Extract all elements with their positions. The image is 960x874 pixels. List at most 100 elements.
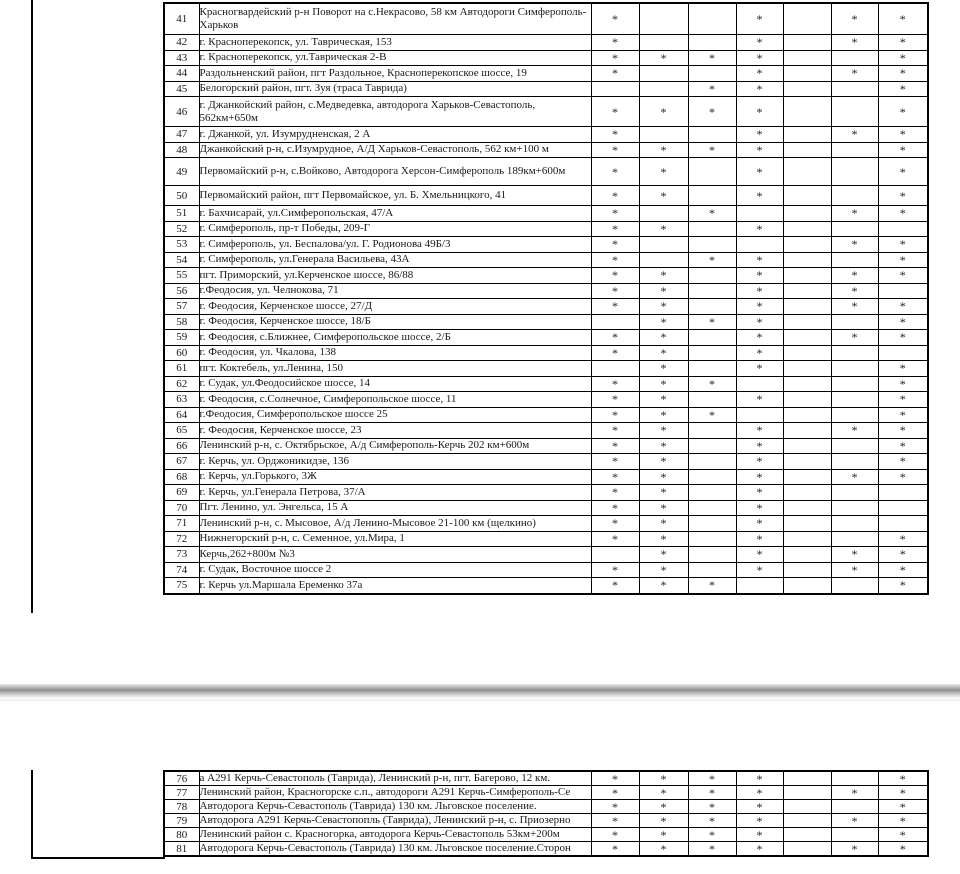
empty-mark-cell bbox=[782, 437, 832, 454]
address-cell: г. Керчь, ул.Генерала Петрова, 37/А bbox=[198, 484, 592, 501]
address-cell: г. Керчь ул.Маршала Еременко 37а bbox=[198, 577, 592, 594]
empty-mark-cell bbox=[782, 530, 832, 547]
address-cell: Раздольненский район, пгт Раздольное, Кр… bbox=[198, 65, 592, 82]
address-cell: г. Феодосия, Керченское шоссе, 18/Б bbox=[198, 313, 592, 330]
empty-mark-cell bbox=[638, 65, 689, 82]
asterisk-mark-cell: * bbox=[735, 49, 784, 66]
empty-mark-cell bbox=[782, 236, 832, 253]
asterisk-mark-cell: * bbox=[877, 530, 929, 547]
asterisk-mark-cell: * bbox=[590, 515, 640, 532]
row-number-cell: 58 bbox=[163, 313, 200, 330]
asterisk-mark-cell: * bbox=[830, 298, 879, 315]
empty-mark-cell bbox=[687, 185, 737, 206]
address-cell: Ленинский р-н, с. Мысовое, А/д Ленино-Мы… bbox=[198, 515, 592, 532]
asterisk-mark-cell: * bbox=[735, 827, 784, 842]
address-cell: г. Феодосия, Керченское шоссе, 23 bbox=[198, 422, 592, 439]
asterisk-mark-cell: * bbox=[590, 406, 640, 423]
asterisk-mark-cell: * bbox=[877, 375, 929, 392]
empty-mark-cell bbox=[687, 561, 737, 578]
asterisk-mark-cell: * bbox=[687, 577, 737, 594]
asterisk-mark-cell: * bbox=[735, 185, 784, 206]
asterisk-mark-cell: * bbox=[877, 267, 929, 284]
asterisk-mark-cell: * bbox=[638, 282, 689, 299]
asterisk-mark-cell: * bbox=[687, 406, 737, 423]
asterisk-mark-cell: * bbox=[735, 468, 784, 485]
asterisk-mark-cell: * bbox=[735, 126, 784, 143]
asterisk-mark-cell: * bbox=[590, 267, 640, 284]
table-row: 76 а А291 Керчь-Севастополь (Таврида), Ле… bbox=[163, 770, 929, 786]
row-number-cell: 57 bbox=[163, 298, 200, 315]
row-number-cell: 65 bbox=[163, 422, 200, 439]
empty-mark-cell bbox=[830, 251, 879, 268]
asterisk-mark-cell: * bbox=[735, 515, 784, 532]
asterisk-mark-cell: * bbox=[735, 313, 784, 330]
asterisk-mark-cell: * bbox=[687, 141, 737, 158]
row-number-cell: 44 bbox=[163, 65, 200, 82]
table-row: 78 Автодорога Керчь-Севастополь (Таврида)… bbox=[163, 799, 929, 814]
address-cell: Ленинский район с. Красногорка, автодоро… bbox=[198, 827, 592, 842]
asterisk-mark-cell: * bbox=[877, 827, 929, 842]
asterisk-mark-cell: * bbox=[590, 391, 640, 408]
asterisk-mark-cell: * bbox=[735, 34, 784, 51]
asterisk-mark-cell: * bbox=[735, 329, 784, 346]
asterisk-mark-cell: * bbox=[638, 49, 689, 66]
asterisk-mark-cell: * bbox=[590, 236, 640, 253]
asterisk-mark-cell: * bbox=[877, 205, 929, 222]
asterisk-mark-cell: * bbox=[687, 251, 737, 268]
empty-mark-cell bbox=[877, 484, 929, 501]
asterisk-mark-cell: * bbox=[590, 827, 640, 842]
row-number-cell: 46 bbox=[163, 96, 200, 127]
asterisk-mark-cell: * bbox=[830, 468, 879, 485]
empty-mark-cell bbox=[782, 515, 832, 532]
address-cell: Автодорога Керчь-Севастополь (Таврида) 1… bbox=[198, 841, 592, 857]
table-row: 68 г. Керчь, ул.Горького, 3Ж * * * * * bbox=[163, 468, 929, 485]
empty-mark-cell bbox=[687, 282, 737, 299]
asterisk-mark-cell: * bbox=[638, 577, 689, 594]
address-cell: Автодорога Керчь-Севастополь (Таврида) 1… bbox=[198, 799, 592, 814]
empty-mark-cell bbox=[782, 126, 832, 143]
empty-mark-cell bbox=[877, 515, 929, 532]
address-cell: г. Красноперекопск, ул. Таврическая, 153 bbox=[198, 34, 592, 51]
row-number-cell: 67 bbox=[163, 453, 200, 470]
row-number-cell: 50 bbox=[163, 185, 200, 206]
table-row: 65 г. Феодосия, Керченское шоссе, 23 * * * * * bbox=[163, 422, 929, 439]
empty-mark-cell bbox=[830, 313, 879, 330]
asterisk-mark-cell: * bbox=[735, 499, 784, 516]
empty-mark-cell bbox=[638, 236, 689, 253]
asterisk-mark-cell: * bbox=[638, 298, 689, 315]
table-row: 70 Пгт. Ленино, ул. Энгельса, 15 А * * * bbox=[163, 499, 929, 516]
address-cell: г. Феодосия, с.Солнечное, Симферопольско… bbox=[198, 391, 592, 408]
empty-mark-cell bbox=[687, 484, 737, 501]
asterisk-mark-cell: * bbox=[638, 841, 689, 857]
asterisk-mark-cell: * bbox=[735, 561, 784, 578]
asterisk-mark-cell: * bbox=[638, 437, 689, 454]
asterisk-mark-cell: * bbox=[830, 34, 879, 51]
empty-mark-cell bbox=[782, 813, 832, 828]
asterisk-mark-cell: * bbox=[638, 360, 689, 377]
asterisk-mark-cell: * bbox=[590, 344, 640, 361]
address-cell: Белогорский район, пгт. Зуя (траса Таври… bbox=[198, 80, 592, 97]
asterisk-mark-cell: * bbox=[590, 453, 640, 470]
table-row: 47 г. Джанкой, ул. Изумрудненская, 2 А * * *… bbox=[163, 126, 929, 143]
asterisk-mark-cell: * bbox=[687, 770, 737, 786]
table-row: 48 Джанкойский р-н, с.Изумрудное, А/Д Хар… bbox=[163, 141, 929, 158]
asterisk-mark-cell: * bbox=[687, 80, 737, 97]
asterisk-mark-cell: * bbox=[687, 49, 737, 66]
row-number-cell: 63 bbox=[163, 391, 200, 408]
address-cell: г. Джанкой, ул. Изумрудненская, 2 А bbox=[198, 126, 592, 143]
address-cell: г. Судак, ул.Феодосийское шоссе, 14 bbox=[198, 375, 592, 392]
empty-mark-cell bbox=[830, 827, 879, 842]
empty-mark-cell bbox=[830, 484, 879, 501]
asterisk-mark-cell: * bbox=[590, 141, 640, 158]
page1-left-table-border bbox=[31, 0, 33, 613]
empty-mark-cell bbox=[638, 80, 689, 97]
table-row: 67 г. Керчь, ул. Орджоникидзе, 136 * * * * bbox=[163, 453, 929, 470]
address-cell: Автодорога А291 Керчь-Севастопопль (Тавр… bbox=[198, 813, 592, 828]
empty-mark-cell bbox=[782, 298, 832, 315]
empty-mark-cell bbox=[830, 406, 879, 423]
asterisk-mark-cell: * bbox=[638, 391, 689, 408]
asterisk-mark-cell: * bbox=[877, 437, 929, 454]
empty-mark-cell bbox=[782, 282, 832, 299]
empty-mark-cell bbox=[830, 96, 879, 127]
asterisk-mark-cell: * bbox=[638, 220, 689, 237]
